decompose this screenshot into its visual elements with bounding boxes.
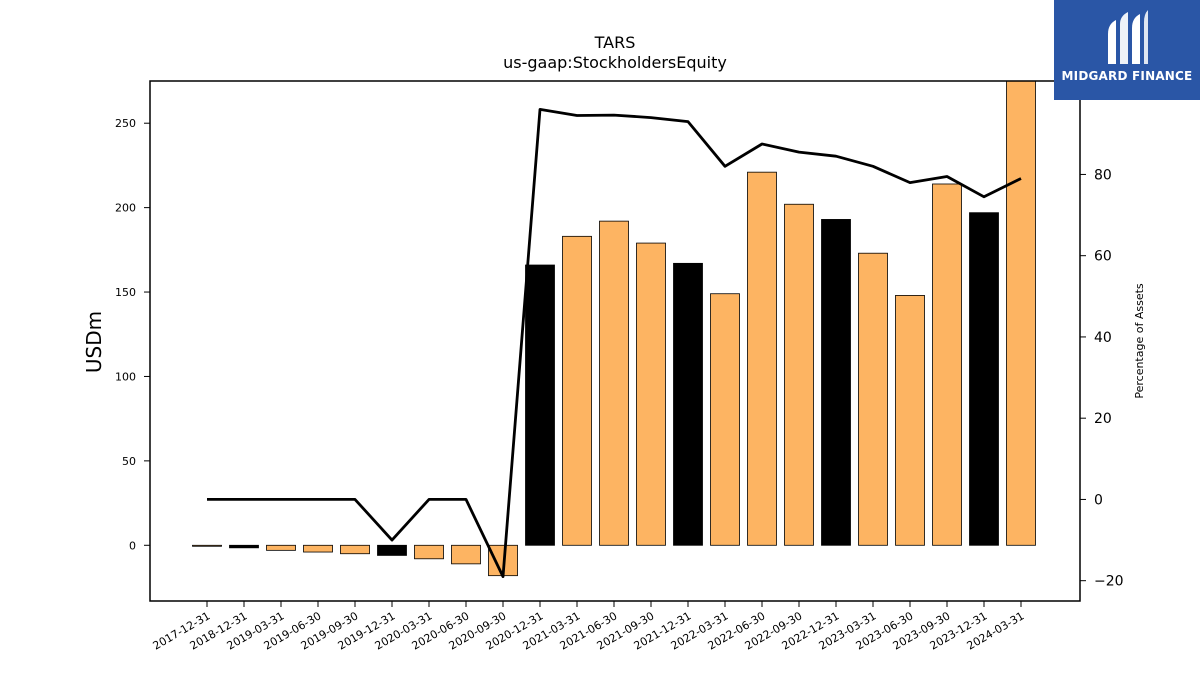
left-axis-ticks: 0 50 100 150 200 250 — [115, 117, 150, 552]
y-tick-label: 250 — [115, 117, 136, 130]
y2-tick-label: 20 — [1094, 411, 1112, 427]
bar-2021-09-30 — [636, 242, 666, 546]
bar-2019-12-31 — [377, 544, 407, 556]
bar-2022-03-31 — [710, 293, 740, 546]
bar-2020-06-30 — [451, 544, 481, 565]
y2-tick-label: 40 — [1094, 330, 1112, 346]
y2-tick-label: −20 — [1094, 574, 1124, 590]
bar-2018-12-31 — [229, 544, 259, 549]
y2-tick-label: 0 — [1094, 492, 1103, 508]
bar-2020-03-31 — [414, 544, 444, 560]
bar-2022-12-31 — [821, 219, 851, 546]
bar-series — [192, 80, 1036, 577]
chart-subtitle: us-gaap:StockholdersEquity — [503, 53, 727, 72]
percentage-of-assets-line — [207, 108, 1022, 578]
y-tick-label: 200 — [115, 202, 136, 215]
y2-tick-label: 60 — [1094, 249, 1112, 265]
plot-frame — [149, 80, 1081, 602]
bar-2024-03-31 — [1006, 80, 1036, 546]
chart-title: TARS — [594, 33, 636, 52]
bar-2021-12-31 — [673, 262, 703, 546]
brand-logo: MIDGARD FINANCE — [1054, 0, 1200, 100]
bar-2022-09-30 — [784, 203, 814, 546]
bar-2020-12-31 — [525, 264, 555, 546]
y-tick-label: 150 — [115, 286, 136, 299]
brand-name: MIDGARD FINANCE — [1061, 69, 1193, 83]
y-axis-label: USDm — [82, 311, 106, 373]
y2-tick-label: 80 — [1094, 167, 1112, 183]
bar-2017-12-31 — [192, 544, 222, 547]
x-axis-ticks: 2017-12-312018-12-312019-03-312019-06-30… — [151, 601, 1027, 653]
bar-2023-09-30 — [932, 183, 962, 546]
bar-2019-09-30 — [340, 544, 370, 555]
y-tick-label: 0 — [129, 539, 136, 552]
bar-2019-06-30 — [303, 544, 333, 553]
y-tick-label: 50 — [122, 455, 136, 468]
y-tick-label: 100 — [115, 370, 136, 383]
y2-axis-label: Percentage of Assets — [1133, 283, 1146, 399]
bar-2021-03-31 — [562, 235, 592, 546]
bar-2022-06-30 — [747, 171, 777, 546]
bar-2019-03-31 — [266, 544, 296, 551]
right-axis-ticks: −20 0 20 40 60 80 — [1080, 167, 1124, 590]
bar-2023-03-31 — [858, 252, 888, 546]
bar-2023-12-31 — [969, 212, 999, 546]
bar-2023-06-30 — [895, 295, 925, 546]
bar-2021-06-30 — [599, 220, 629, 546]
midgard-logo-icon — [1108, 10, 1148, 64]
